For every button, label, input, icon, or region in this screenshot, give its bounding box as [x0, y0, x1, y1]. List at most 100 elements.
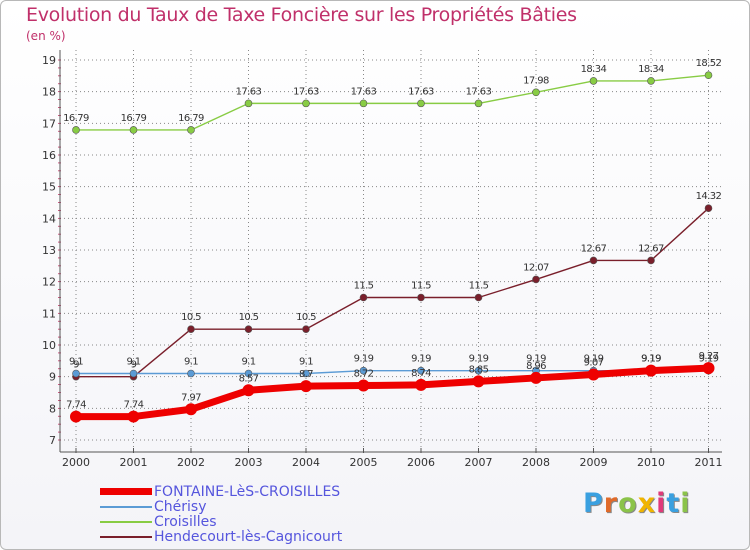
data-label: 8.74 [411, 368, 431, 379]
chart-title: Evolution du Taux de Taxe Foncière sur l… [26, 4, 577, 26]
x-tick-label: 2009 [580, 456, 608, 469]
data-point [72, 126, 80, 134]
x-tick-label: 2007 [465, 456, 493, 469]
data-label: 16.79 [121, 113, 147, 124]
data-label: 9.1 [69, 357, 83, 368]
data-point [704, 204, 713, 212]
data-point [704, 71, 713, 79]
logo-letter: t [666, 488, 681, 519]
data-label: 11.5 [469, 281, 489, 292]
logo-letter: i [656, 488, 667, 519]
data-label: 9 [131, 360, 137, 371]
data-label: 12.07 [523, 262, 549, 273]
data-label: 9.1 [126, 357, 140, 368]
data-label: 7.74 [66, 400, 86, 411]
series-line [75, 207, 710, 378]
logo-letter: i [680, 488, 691, 519]
data-label: 9.1 [184, 357, 198, 368]
data-point [532, 88, 540, 97]
data-label: 9.1 [299, 357, 313, 368]
data-point [647, 256, 655, 265]
data-label: 14.32 [696, 191, 722, 202]
data-label: 18.34 [581, 64, 607, 75]
data-point [129, 369, 138, 378]
data-label: 11.5 [411, 281, 431, 292]
legend-label: Hendecourt-lès-Cagnicourt [154, 528, 343, 545]
logo-letter: x [637, 488, 657, 519]
proxiti-logo: Proxiti [583, 488, 691, 519]
data-label: 9.19 [526, 354, 546, 365]
data-label: 8.57 [239, 373, 259, 384]
y-tick-label: 18 [42, 86, 56, 99]
y-tick-label: 17 [42, 117, 56, 130]
data-label: 8.72 [354, 369, 374, 380]
x-tick-label: 2010 [637, 456, 665, 469]
data-label: 7.97 [181, 392, 201, 403]
data-point [417, 99, 425, 108]
data-point [185, 403, 197, 416]
data-point [357, 379, 370, 392]
data-point [359, 293, 368, 302]
legend-swatch [100, 535, 152, 538]
data-point [474, 99, 483, 108]
data-point [587, 368, 600, 381]
legend-swatch [100, 520, 152, 523]
data-label: 9.19 [469, 354, 489, 365]
data-label: 10.5 [296, 312, 316, 323]
data-point [302, 369, 310, 378]
data-label: 9.27 [699, 351, 719, 362]
legend-item: Croisilles [100, 513, 342, 530]
x-tick-label: 2011 [695, 456, 723, 469]
logo-letter: P [583, 488, 604, 519]
y-tick-label: 13 [42, 244, 56, 257]
x-tick-label: 2002 [177, 456, 205, 469]
y-tick-label: 9 [49, 371, 56, 384]
data-label: 18.52 [696, 58, 722, 69]
y-tick-label: 7 [49, 434, 56, 447]
data-label: 16.79 [63, 113, 89, 124]
data-point [589, 256, 598, 265]
data-point [129, 126, 138, 134]
legend-swatch [100, 488, 152, 495]
legend-swatch [100, 505, 152, 508]
data-point [474, 366, 483, 375]
data-label: 17.63 [408, 86, 434, 97]
data-point [242, 384, 255, 397]
data-point [472, 375, 485, 388]
data-label: 16.79 [178, 113, 204, 124]
data-point [474, 293, 483, 302]
x-tick-label: 2003 [235, 456, 263, 469]
y-tick-label: 10 [42, 339, 56, 352]
y-tick-label: 19 [42, 54, 56, 67]
series-line [72, 364, 712, 421]
legend-item: Chérisy [100, 498, 342, 515]
data-point [244, 99, 253, 108]
data-label: 17.63 [351, 86, 377, 97]
data-label: 10.5 [181, 312, 201, 323]
x-tick-label: 2005 [350, 456, 378, 469]
legend-label: Chérisy [154, 498, 207, 515]
y-tick-label: 15 [42, 181, 56, 194]
data-label: 17.98 [523, 75, 549, 86]
data-point [702, 362, 715, 375]
x-tick-label: 2001 [120, 456, 148, 469]
data-point [72, 369, 80, 378]
legend-item: Hendecourt-lès-Cagnicourt [100, 528, 343, 545]
data-point [415, 378, 427, 391]
data-label: 8.85 [469, 364, 489, 375]
data-label: 17.63 [293, 86, 319, 97]
data-point [417, 293, 425, 302]
data-point [530, 371, 542, 384]
data-point [187, 126, 195, 134]
data-label: 8.7 [299, 369, 313, 380]
chart-legend: FONTAINE-LèS-CROISILLES Chérisy Croisilles… [100, 484, 343, 545]
data-label: 17.63 [466, 86, 492, 97]
x-tick-label: 2004 [292, 456, 320, 469]
data-label: 9.1 [241, 357, 255, 368]
legend-item: FONTAINE-LèS-CROISILLES [100, 484, 342, 500]
data-point [187, 325, 195, 333]
data-point [244, 325, 253, 333]
legend-label: Croisilles [154, 513, 217, 530]
x-tick-label: 2006 [407, 456, 435, 469]
